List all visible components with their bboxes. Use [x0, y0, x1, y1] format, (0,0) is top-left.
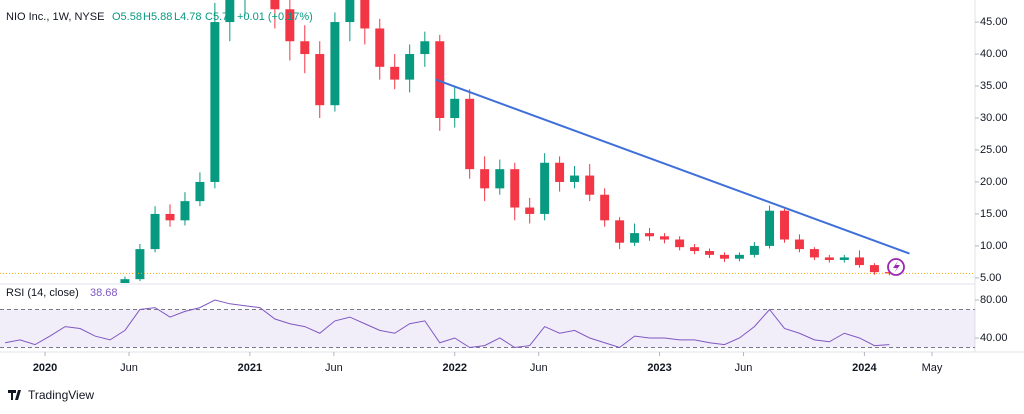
candle-body	[330, 22, 340, 106]
candle-body	[405, 54, 415, 80]
candle-body	[734, 254, 744, 259]
candle-body	[480, 169, 490, 189]
candle-body	[420, 41, 430, 55]
rsi-band-fill	[0, 309, 975, 348]
y-tick-label: 30.00	[980, 112, 1008, 124]
rsi-label: RSI (14, close)	[6, 287, 79, 299]
candle-body	[360, 0, 370, 29]
x-tick-label: Jun	[530, 362, 548, 374]
y-tick-label: 45.00	[980, 16, 1008, 28]
x-tick-label: 2020	[33, 362, 57, 374]
rsi-line	[5, 299, 890, 349]
candle-body	[285, 9, 295, 42]
candle-body	[540, 162, 550, 214]
y-tick-label: 5.00	[980, 272, 1001, 284]
candle-body	[659, 236, 669, 240]
candle-body	[315, 54, 325, 106]
close-label: C5.71	[205, 11, 234, 23]
candle-body	[600, 194, 610, 221]
candle-body	[300, 41, 310, 55]
brand: TradingView	[8, 388, 94, 402]
x-tick-label: Jun	[120, 362, 138, 374]
candle-body	[630, 233, 640, 243]
candle-body	[450, 98, 460, 118]
candle-body	[120, 279, 130, 283]
rsi-tick-label: 40.00	[980, 332, 1008, 344]
candle-body	[435, 41, 445, 118]
rsi-last: 38.68	[90, 287, 118, 299]
brand-name: TradingView	[28, 388, 94, 402]
candle-body	[615, 220, 625, 243]
candle-body	[869, 265, 879, 273]
axes: 5.00 10.00 15.00 20.00 25.00 30.00 35.00 40.00 4…	[33, 16, 1008, 374]
low-label: L4.78	[174, 11, 202, 23]
candle-body	[135, 249, 145, 280]
candle-body	[765, 210, 775, 246]
x-tick-label: 2022	[442, 362, 466, 374]
x-tick-label: Jun	[735, 362, 753, 374]
rsi-header: RSI (14, close) 38.68	[6, 287, 118, 299]
high-label: H5.88	[143, 11, 172, 23]
candle-body	[585, 175, 595, 195]
candle-body	[390, 66, 400, 80]
candle-body	[210, 22, 220, 182]
candle-body	[375, 28, 385, 67]
candle-body	[824, 257, 834, 260]
change-label: +0.01 (+0.17%)	[237, 11, 313, 23]
x-tick-label: 2023	[647, 362, 671, 374]
rsi-tick-label: 80.00	[980, 294, 1008, 306]
candle-body	[645, 233, 655, 237]
candle-body	[555, 162, 565, 182]
y-tick-label: 35.00	[980, 80, 1008, 92]
candle-body	[525, 207, 535, 214]
x-tick-label: 2024	[852, 362, 877, 374]
symbol-title: NIO Inc., 1W, NYSE	[6, 11, 104, 23]
alert-icon[interactable]	[887, 258, 905, 276]
candle-body	[225, 0, 235, 23]
brand-logo	[8, 390, 21, 400]
y-tick-label: 25.00	[980, 144, 1008, 156]
x-tick-label: Jun	[325, 362, 343, 374]
candle-body	[180, 201, 190, 221]
y-tick-label: 15.00	[980, 208, 1008, 220]
rsi-pane	[0, 299, 975, 349]
candle-body	[780, 210, 789, 240]
candle-body	[465, 98, 475, 170]
header: NIO Inc., 1W, NYSE O5.58 H5.88 L4.78 C5.…	[6, 11, 313, 23]
candle-body	[809, 249, 819, 258]
candle-body	[839, 257, 849, 260]
candle-body	[345, 0, 355, 23]
candle-body	[150, 213, 160, 250]
x-tick-label: May	[922, 362, 943, 374]
y-tick-label: 20.00	[980, 176, 1008, 188]
y-tick-label: 40.00	[980, 48, 1008, 60]
open-label: O5.58	[112, 11, 142, 23]
candle-body	[570, 175, 580, 182]
candle-body	[794, 239, 804, 250]
candle-body	[195, 181, 205, 202]
candle-body	[854, 257, 864, 266]
candle-body	[270, 0, 280, 10]
candle-body	[705, 251, 715, 255]
trendline	[435, 78, 910, 255]
candle-body	[675, 239, 685, 248]
candle-body	[749, 245, 759, 255]
alert-bolt	[893, 261, 900, 273]
price-pane	[0, 0, 975, 283]
candle-body	[495, 169, 505, 189]
y-tick-label: 10.00	[980, 240, 1008, 252]
candle-body	[720, 254, 729, 259]
candle-body	[510, 169, 520, 208]
x-tick-label: 2021	[238, 362, 262, 374]
candle-body	[165, 213, 175, 221]
candle-body	[690, 247, 700, 252]
